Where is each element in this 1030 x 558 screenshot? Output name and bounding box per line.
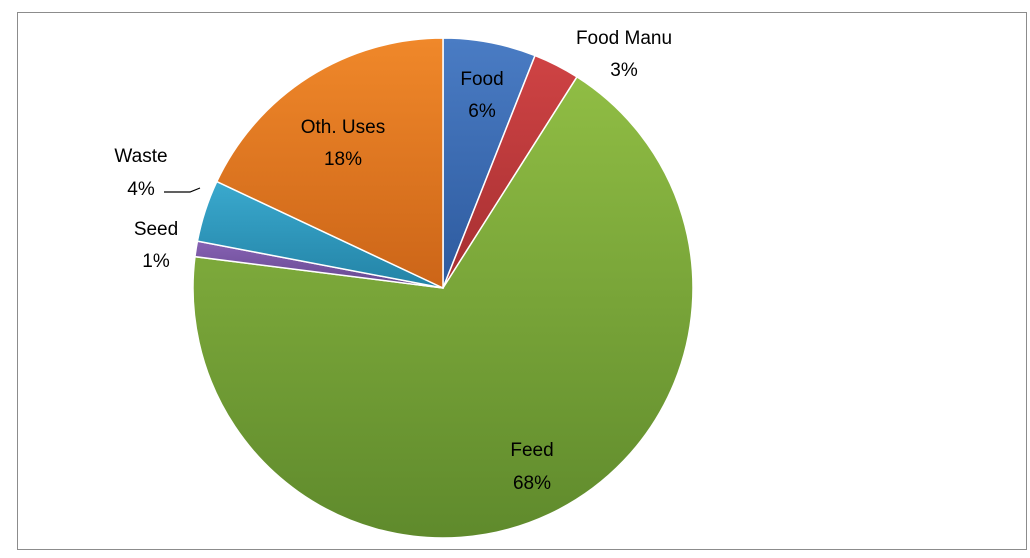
slice-label-feed: Feed 68% [510,440,553,494]
pie-slices [192,37,694,539]
slice-name: Waste [114,146,167,167]
slice-name: Feed [510,440,553,461]
slice-name: Seed [134,219,178,240]
pie-slice-oth-uses [215,37,444,290]
slice-label-waste: Waste 4% [114,146,167,200]
slice-label-seed: Seed 1% [134,219,178,272]
slice-name: Food Manu [576,28,672,49]
slice-label-food-manu: Food Manu 3% [576,28,672,81]
slice-percent: 6% [468,101,496,122]
slice-name: Food [460,69,503,90]
waste-leader-line [164,187,201,193]
slice-percent: 1% [142,251,170,272]
slice-percent: 4% [127,179,155,200]
slice-percent: 3% [610,60,638,81]
slice-percent: 18% [324,149,362,170]
slice-label-food: Food 6% [460,69,503,122]
slice-name: Oth. Uses [301,117,385,138]
slice-label-oth-uses: Oth. Uses 18% [301,117,385,170]
slice-labels: Food 6% Food Manu 3% Feed 68% Seed 1% Wa… [114,28,672,494]
pie-slice-feed [192,75,694,539]
slice-percent: 68% [513,473,551,494]
